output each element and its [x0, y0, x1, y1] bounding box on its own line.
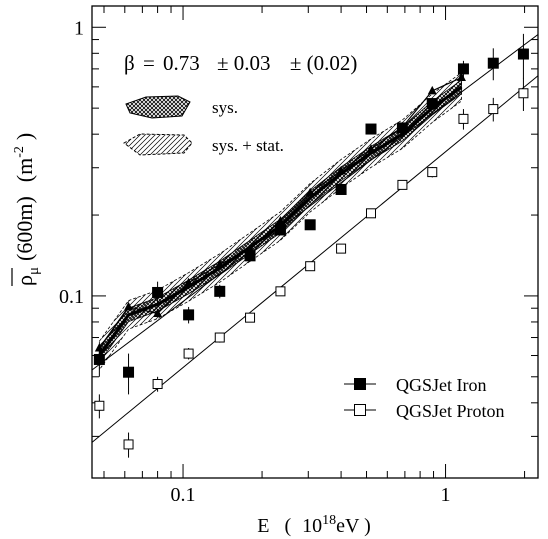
iron-point	[214, 285, 226, 297]
iron-point	[93, 353, 105, 365]
iron-point	[304, 219, 316, 231]
iron-point	[152, 286, 164, 298]
iron-point	[244, 250, 256, 262]
proton-point	[214, 332, 225, 343]
legend-proton-marker	[354, 404, 366, 416]
legend-iron-marker	[354, 378, 366, 390]
iron-point	[365, 123, 377, 135]
proton-point	[123, 439, 134, 450]
model-point	[124, 301, 134, 311]
band-legend: sys. sys. + stat.	[123, 95, 284, 156]
fit-line	[92, 75, 538, 443]
beta-annotation: β = 0.73 ± 0.03 ± (0.02)	[124, 51, 357, 75]
proton-point	[152, 379, 163, 390]
proton-point	[518, 88, 529, 99]
proton-point	[94, 400, 105, 411]
y-axis-label: ρμ(600m)(m-2)	[11, 133, 42, 286]
y-tick-labels: 0.11	[59, 17, 84, 308]
sys-label: sys.	[212, 98, 238, 117]
svg-text:ρμ(600m)(m-2): ρμ(600m)(m-2)	[12, 133, 42, 286]
series-legend: QGSJet Iron QGSJet Proton	[344, 375, 505, 421]
model-point	[366, 144, 376, 153]
proton-point	[275, 286, 286, 297]
x-tick-labels: 0.1 1	[171, 484, 451, 506]
y-tick-label: 1	[74, 17, 84, 39]
x-axis-label: E ( 1018eV )	[257, 513, 371, 537]
proton-point	[305, 261, 316, 272]
x-tick-label: 1	[441, 484, 451, 506]
model-point	[184, 277, 194, 287]
iron-point	[335, 183, 347, 195]
proton-point	[427, 167, 438, 178]
proton-point	[458, 113, 469, 124]
legend-iron-label: QGSJet Iron	[396, 375, 487, 395]
axis-ticks	[92, 6, 538, 478]
proton-point	[365, 208, 376, 219]
model-point	[275, 216, 285, 225]
y-tick-label: 0.1	[59, 286, 84, 308]
proton-point	[336, 243, 347, 254]
iron-point	[274, 224, 286, 236]
proton-point	[488, 104, 499, 115]
iron-point	[457, 63, 469, 75]
iron-point	[183, 309, 195, 321]
model-point	[456, 72, 466, 82]
model-point	[305, 187, 315, 197]
plot-frame	[91, 5, 539, 479]
proton-point	[245, 312, 256, 323]
iron-point	[123, 366, 135, 378]
data-markers	[93, 33, 529, 458]
x-tick-label: 0.1	[171, 484, 196, 506]
iron-point	[517, 48, 529, 60]
model-point	[336, 165, 346, 175]
fit-line	[92, 34, 538, 371]
proton-point	[397, 179, 408, 190]
model-point	[215, 259, 225, 268]
iron-point	[487, 57, 499, 69]
sys-stat-label: sys. + stat.	[212, 136, 284, 155]
legend-proton-label: QGSJet Proton	[396, 401, 505, 421]
iron-point	[426, 98, 438, 110]
iron-point	[396, 122, 408, 134]
model-point	[153, 308, 163, 318]
fit-lines	[92, 34, 538, 443]
sys-swatch	[125, 95, 191, 119]
model-point	[427, 85, 437, 95]
sys-stat-swatch	[123, 133, 193, 156]
proton-point	[183, 348, 194, 359]
